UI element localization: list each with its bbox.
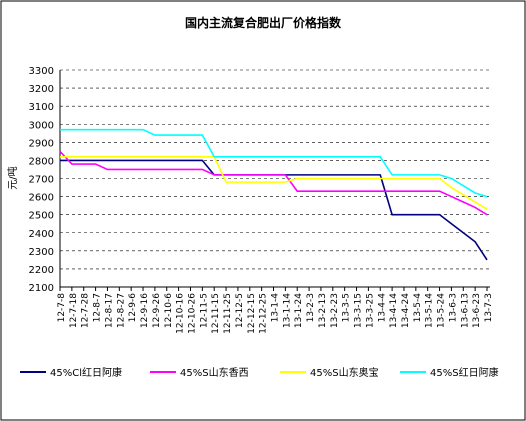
- y-tick-label: 2400: [29, 229, 54, 240]
- x-tick-label: 12-10-6: [164, 293, 174, 328]
- y-tick-label: 2300: [29, 247, 54, 258]
- x-tick-label: 12-7-18: [69, 293, 79, 328]
- x-tick-label: 12-9-16: [140, 293, 150, 328]
- x-tick-label: 13-7-3: [484, 293, 494, 322]
- x-tick-label: 12-12-15: [247, 293, 257, 334]
- x-tick-label: 12-9-26: [152, 293, 162, 328]
- x-tick-label: 12-8-17: [104, 293, 114, 328]
- x-tick-label: 12-11-15: [211, 293, 221, 334]
- x-tick-label: 13-3-15: [354, 293, 364, 328]
- y-tick-label: 2800: [29, 156, 54, 167]
- x-tick-label: 13-6-3: [448, 293, 458, 322]
- chart-title: 国内主流复合肥出厂价格指数: [185, 15, 342, 30]
- x-tick-label: 13-5-24: [437, 293, 447, 328]
- y-tick-label: 2200: [29, 265, 54, 276]
- x-tick-label: 12-8-27: [116, 293, 126, 328]
- x-tick-label: 13-2-23: [330, 293, 340, 328]
- x-tick-label: 13-5-14: [425, 293, 435, 328]
- y-tick-label: 3000: [29, 120, 54, 131]
- x-tick-label: 13-6-23: [472, 293, 482, 328]
- y-tick-label: 2600: [29, 193, 54, 204]
- y-tick-label: 3300: [29, 66, 54, 77]
- y-tick-label: 3100: [29, 102, 54, 113]
- x-tick-label: 12-11-5: [199, 293, 209, 328]
- x-tick-label: 13-4-14: [389, 293, 399, 328]
- x-tick-label: 13-2-13: [318, 293, 328, 328]
- x-tick-label: 13-4-24: [401, 293, 411, 328]
- x-tick-label: 13-6-13: [460, 293, 470, 328]
- x-tick-label: 12-10-16: [176, 293, 186, 334]
- y-axis-label: 元/吨: [6, 166, 19, 189]
- x-tick-label: 13-1-24: [294, 293, 304, 328]
- y-tick-label: 2500: [29, 211, 54, 222]
- x-tick-label: 12-10-26: [187, 293, 197, 334]
- x-tick-label: 12-7-8: [57, 293, 67, 323]
- y-tick-label: 2700: [29, 175, 54, 186]
- x-tick-label: 13-5-4: [413, 293, 423, 323]
- x-tick-label: 13-1-14: [282, 293, 292, 328]
- y-tick-label: 2900: [29, 138, 54, 149]
- x-tick-label: 13-3-25: [365, 293, 375, 328]
- legend-label: 45%S山东香西: [180, 366, 249, 379]
- x-tick-label: 13-2-3: [306, 293, 316, 322]
- x-tick-label: 12-7-28: [81, 293, 91, 328]
- legend-label: 45%Cl红日阿康: [50, 366, 122, 379]
- y-tick-label: 3200: [29, 84, 54, 95]
- x-tick-label: 12-8-7: [93, 293, 103, 322]
- line: [59, 150, 488, 216]
- x-tick-label: 12-9-6: [128, 293, 138, 323]
- y-tick-label: 2100: [29, 283, 54, 294]
- legend-label: 45%S山东奥宝: [310, 366, 379, 379]
- x-tick-label: 12-12-5: [235, 293, 245, 328]
- x-tick-label: 13-1-4: [271, 293, 281, 323]
- line: [60, 128, 488, 198]
- x-tick-label: 13-4-4: [377, 293, 387, 323]
- legend-label: 45%S红日阿康: [430, 366, 499, 379]
- x-tick-label: 13-3-5: [342, 293, 352, 322]
- x-tick-label: 12-12-25: [259, 293, 269, 334]
- line: [60, 156, 488, 210]
- x-tick-label: 12-11-25: [223, 293, 233, 334]
